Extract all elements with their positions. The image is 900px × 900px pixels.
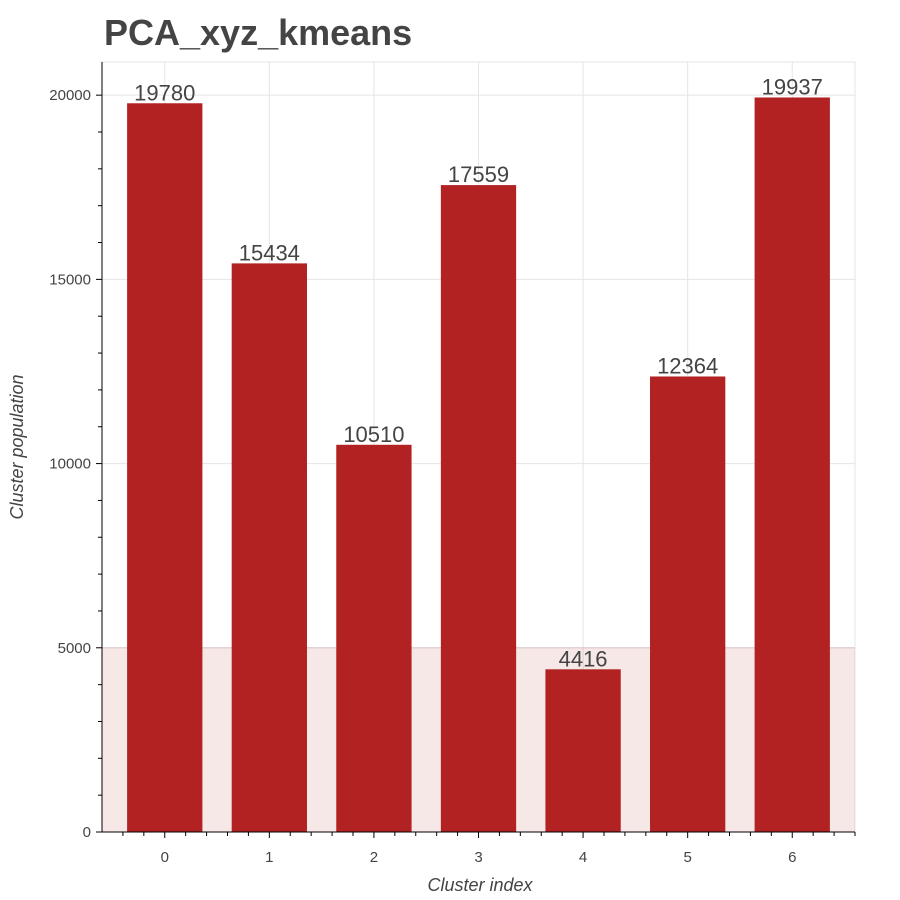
bar-5 (650, 376, 726, 832)
data-label-4: 4416 (559, 646, 608, 671)
x-axis-title: Cluster index (427, 875, 533, 895)
x-tick-label: 6 (788, 849, 796, 866)
bar-6 (754, 97, 830, 833)
y-tick-label: 20000 (49, 87, 91, 104)
y-tick-label: 15000 (49, 271, 91, 288)
data-labels: 19780 15434 10510 17559 4416 12364 19937 (134, 74, 823, 671)
bar-0 (127, 103, 203, 832)
data-label-0: 19780 (134, 80, 195, 105)
x-tick-label: 5 (683, 849, 691, 866)
data-label-6: 19937 (762, 74, 823, 99)
chart-title: PCA_xyz_kmeans (104, 12, 412, 53)
y-tick-label: 0 (83, 824, 91, 841)
data-label-2: 10510 (343, 422, 404, 447)
y-axis-ticks: 0 5000 10000 15000 20000 (49, 87, 102, 841)
y-tick-label: 5000 (58, 640, 91, 657)
data-label-5: 12364 (657, 353, 718, 378)
x-axis-ticks: 0 1 2 3 4 5 6 (122, 832, 856, 866)
y-axis-title: Cluster population (7, 374, 27, 519)
data-label-3: 17559 (448, 162, 509, 187)
x-tick-label: 3 (474, 849, 482, 866)
x-tick-label: 2 (370, 849, 378, 866)
y-tick-label: 10000 (49, 456, 91, 473)
bar-3 (440, 185, 517, 832)
bar-4 (545, 669, 621, 832)
x-tick-label: 4 (579, 849, 587, 866)
x-tick-label: 0 (161, 849, 169, 866)
bar-2 (336, 444, 412, 832)
bars (127, 97, 830, 833)
data-label-1: 15434 (239, 240, 300, 265)
x-tick-label: 1 (265, 849, 273, 866)
bar-1 (231, 263, 307, 833)
